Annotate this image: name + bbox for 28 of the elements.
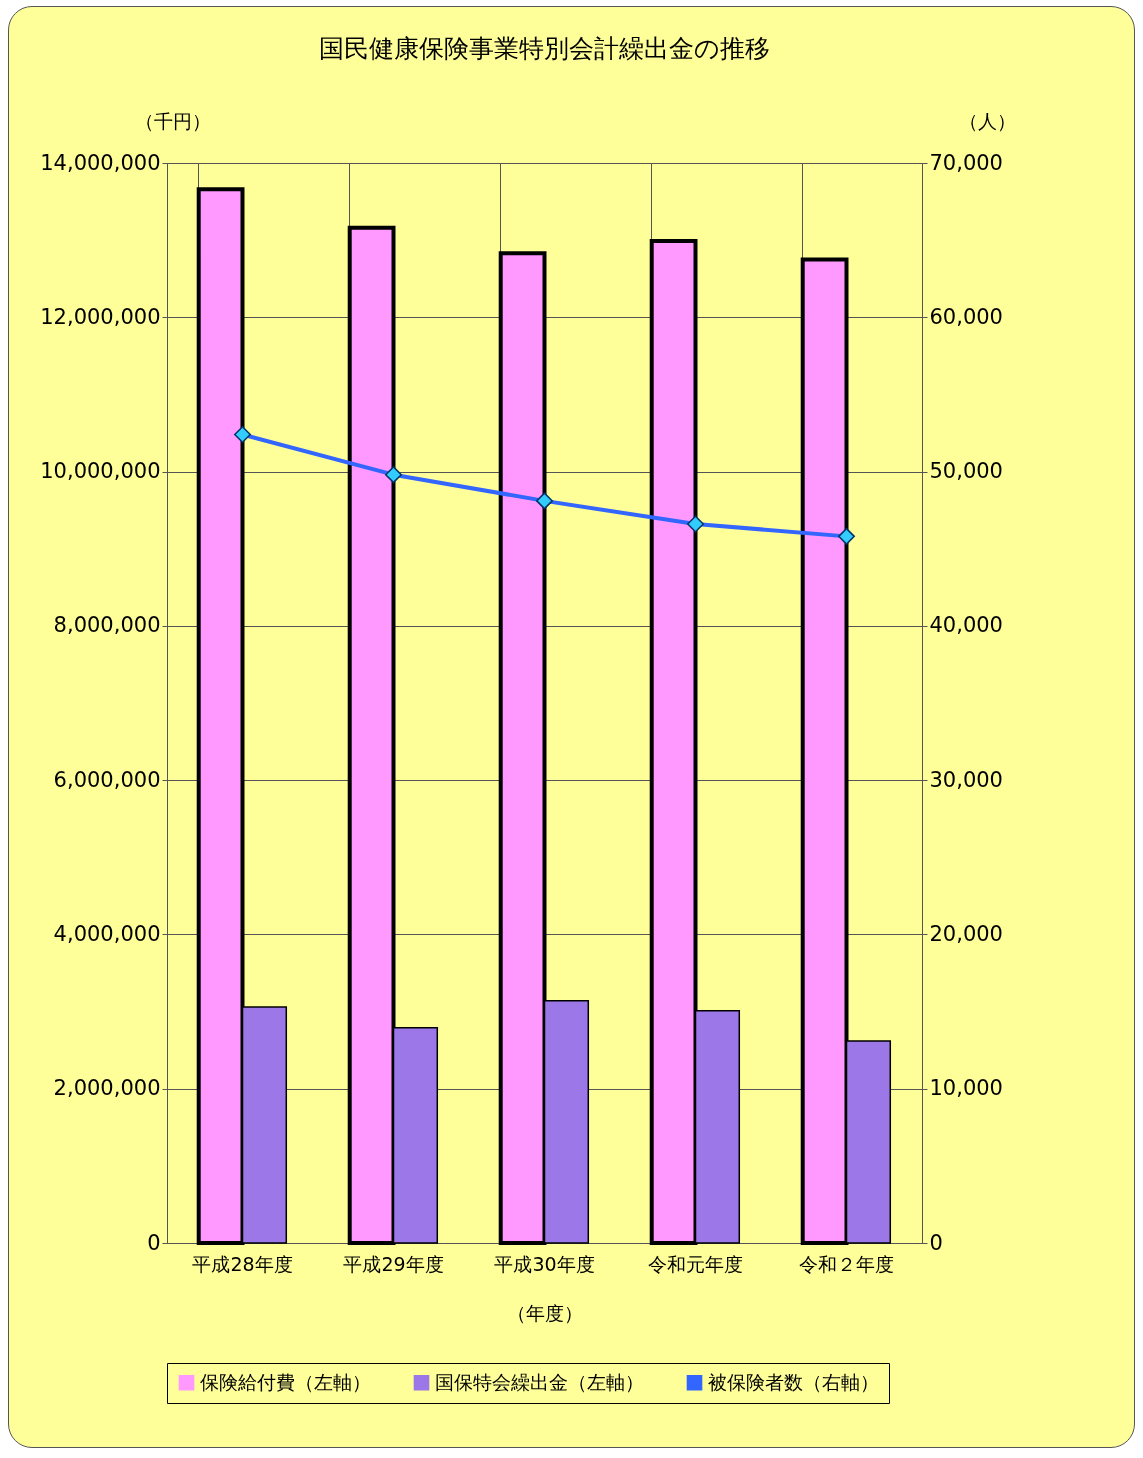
x-tick-label: 令和２年度: [799, 1252, 894, 1275]
y2-tick-label: 0: [929, 1230, 943, 1255]
x-tick-label: 平成29年度: [343, 1252, 444, 1275]
chart-title: 国民健康保険事業特別会計繰出金の推移: [319, 34, 770, 63]
y2-tick-label: 10,000: [929, 1076, 1003, 1101]
y2-tick-label: 60,000: [929, 304, 1003, 329]
x-tick-label: 令和元年度: [648, 1252, 743, 1275]
y-tick-label: 6,000,000: [53, 767, 161, 792]
y-tick-label: 8,000,000: [53, 613, 161, 638]
y-tick-label: 4,000,000: [53, 921, 161, 946]
y-tick-label: 14,000,000: [40, 150, 161, 175]
y-tick-label: 12,000,000: [40, 304, 161, 329]
legend-label: 被保険者数（右軸）: [708, 1370, 879, 1393]
y-tick-label: 2,000,000: [53, 1076, 161, 1101]
y2-tick-label: 20,000: [929, 921, 1003, 946]
y2-tick-label: 70,000: [929, 150, 1003, 175]
y-tick-label: 10,000,000: [40, 459, 161, 484]
x-axis-title: （年度）: [507, 1301, 583, 1324]
y-axis-title: （千円）: [134, 109, 211, 132]
legend-label: 国保特会繰出金（左軸）: [435, 1370, 644, 1393]
x-tick-label: 平成28年度: [192, 1252, 293, 1275]
x-tick-label: 平成30年度: [494, 1252, 595, 1275]
y2-axis-title: （人）: [959, 109, 1016, 132]
legend-label: 保険給付費（左軸）: [200, 1370, 371, 1393]
y2-tick-label: 30,000: [929, 767, 1003, 792]
y2-tick-label: 40,000: [929, 613, 1003, 638]
y2-tick-label: 50,000: [929, 459, 1003, 484]
y-tick-label: 0: [147, 1230, 161, 1255]
